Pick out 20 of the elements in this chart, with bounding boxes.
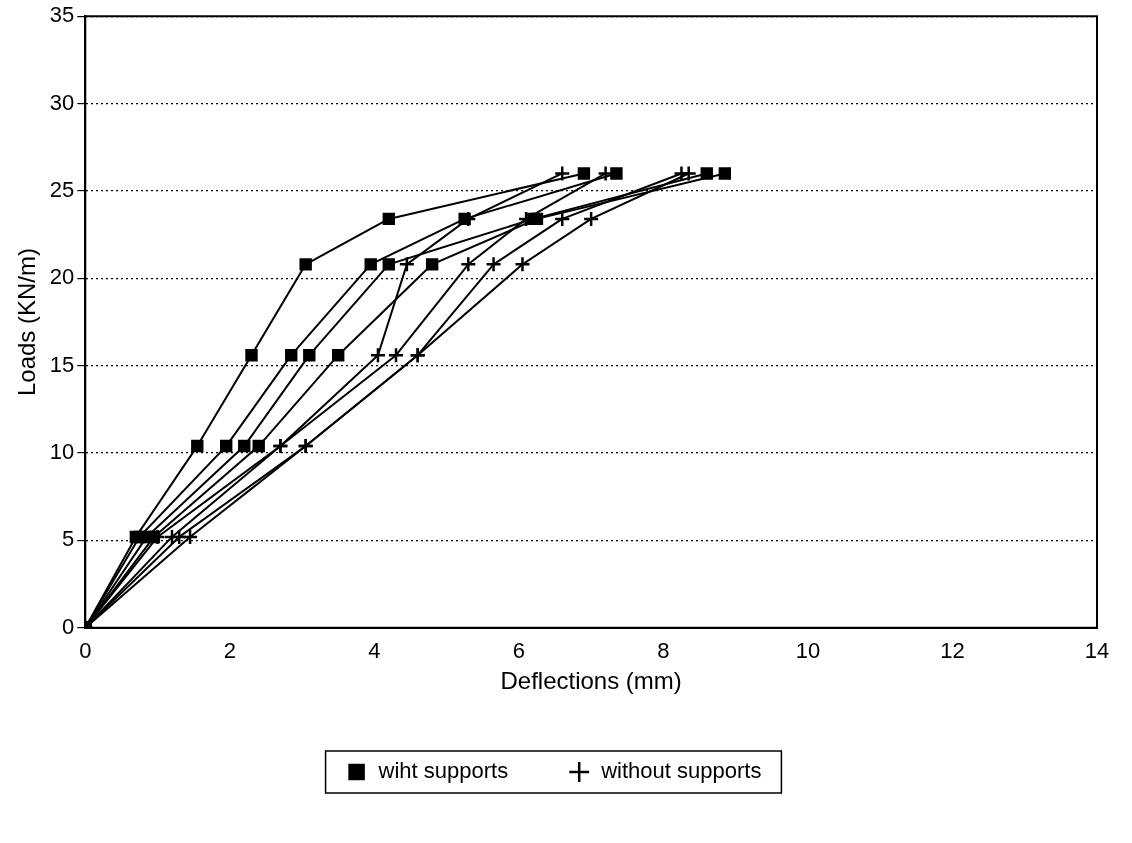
x-axis-title: Deflections (mm) [500,667,682,695]
y-tick-label: 20 [49,264,75,290]
y-tick-label: 10 [49,439,75,465]
x-tick-label: 8 [657,638,670,664]
y-tick-label: 15 [49,351,75,377]
x-tick-label: 6 [512,638,525,664]
y-tick-label: 35 [49,2,75,28]
y-tick-label: 30 [49,89,75,115]
y-axis-title: Loads (KN/m) [13,247,41,397]
y-tick-label: 0 [62,613,75,639]
x-tick-label: 4 [368,638,381,664]
y-tick-label: 25 [49,177,75,203]
x-tick-label: 0 [79,638,92,664]
x-tick-label: 14 [1084,638,1110,664]
x-tick-label: 2 [223,638,236,664]
y-tick-label: 5 [62,526,75,552]
x-tick-label: 10 [795,638,821,664]
legend-label: without supports [600,758,762,784]
legend-label: wiht supports [377,758,509,784]
x-tick-label: 12 [940,638,965,664]
